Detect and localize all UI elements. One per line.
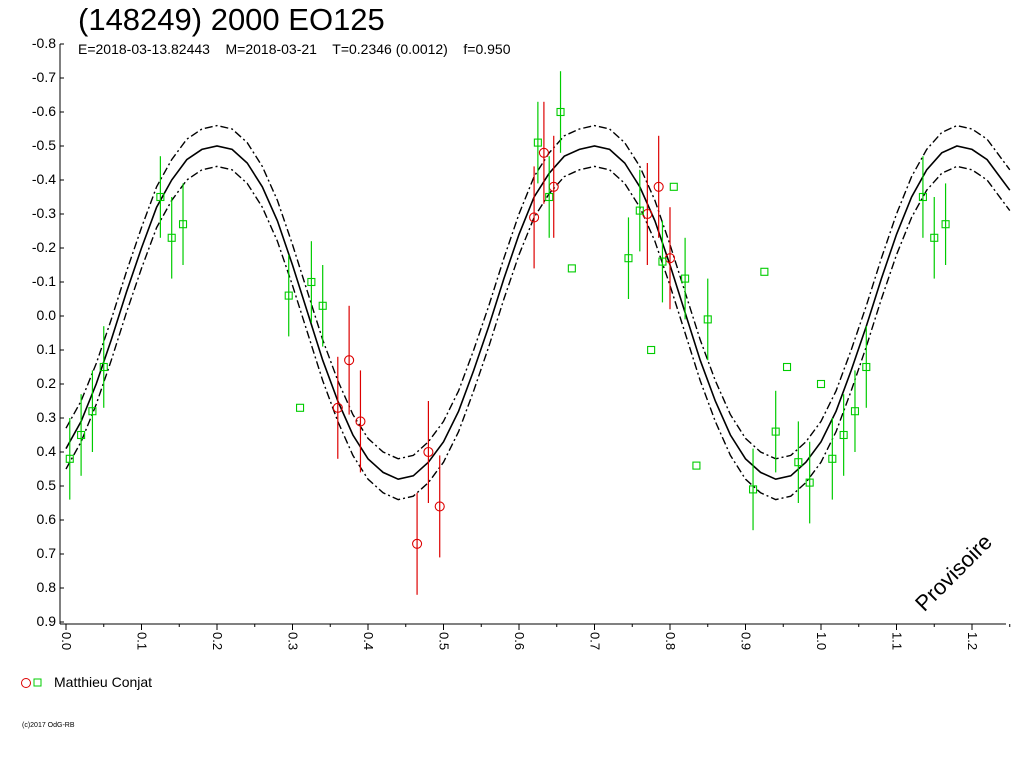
x-tick-label: 0.0	[59, 632, 74, 650]
y-tick-label: -0.5	[32, 137, 56, 153]
x-tick-label: 0.1	[135, 632, 150, 650]
y-tick-label: -0.4	[32, 171, 56, 187]
data-point-square	[782, 362, 792, 372]
data-point-circle	[529, 212, 540, 223]
data-point-square	[850, 407, 860, 416]
chart-subtitle: E=2018-03-13.82443 M=2018-03-21 T=0.2346…	[78, 41, 511, 57]
data-point-circle	[355, 416, 366, 427]
data-point-square	[533, 138, 542, 147]
data-point-square	[816, 379, 826, 389]
x-tick-label: 0.9	[739, 632, 754, 650]
data-point-square	[703, 315, 712, 324]
x-tick-label: 0.5	[437, 632, 452, 650]
y-tick-label: -0.2	[32, 239, 56, 255]
fit-curve-lower	[65, 165, 1011, 501]
data-point-square	[805, 478, 814, 487]
data-point-square	[567, 264, 576, 273]
data-point-square	[918, 192, 927, 202]
data-point-square	[828, 454, 837, 463]
data-point-square	[839, 430, 848, 440]
y-tick-label: 0.3	[37, 409, 57, 425]
data-point-square	[760, 267, 769, 276]
data-point-square	[794, 458, 803, 467]
y-tick-label: 0.1	[37, 341, 57, 357]
legend-circle-marker	[21, 678, 31, 688]
legend: Matthieu Conjat	[20, 674, 152, 690]
data-point-square	[284, 291, 293, 300]
y-tick-label: -0.6	[32, 103, 56, 119]
x-tick-label: 1.2	[965, 632, 980, 650]
data-point-square	[635, 206, 644, 215]
x-tick-label: 1.0	[814, 632, 829, 650]
data-point-square	[178, 220, 188, 229]
fit-curve-main	[65, 145, 1011, 481]
data-point-square	[295, 403, 305, 412]
x-tick-label: 0.4	[361, 632, 376, 650]
fit-curves	[65, 124, 1011, 501]
data-point-square	[545, 192, 554, 202]
data-point-square	[156, 192, 165, 202]
data-point-circle	[423, 446, 434, 458]
data-point-circle	[332, 402, 343, 413]
x-tick-label: 0.3	[286, 632, 301, 650]
data-point-circle	[344, 355, 355, 366]
data-point-square	[65, 454, 74, 463]
y-tick-label: -0.1	[32, 273, 56, 289]
data-point-square	[318, 301, 327, 310]
y-tick-label: 0.0	[37, 307, 57, 323]
y-tick-label: 0.7	[37, 545, 57, 561]
x-tick-label: 0.8	[663, 632, 678, 650]
fit-curve-upper	[65, 124, 1011, 460]
data-point-circle	[653, 181, 664, 192]
data-point-square	[930, 233, 939, 242]
data-point-square	[692, 461, 701, 470]
data-point-square	[99, 362, 108, 372]
data-point-square	[771, 427, 780, 436]
data-point-square	[88, 407, 97, 416]
x-tick-label: 0.6	[512, 632, 527, 650]
data-point-square	[556, 107, 565, 117]
axes: -0.8 -0.7 -0.6 -0.5 -0.4 -0.3 -0.2 -0.1 0.0 0.1 0.…	[32, 35, 1011, 650]
data-point-square	[658, 257, 667, 266]
y-tick-label: 0.9	[37, 613, 57, 629]
data-point-square	[307, 277, 316, 287]
data-point-square	[624, 254, 633, 263]
data-point-square	[647, 345, 656, 355]
y-tick-label: 0.6	[37, 511, 57, 527]
y-tick-label: 0.4	[37, 443, 57, 459]
y-tick-label: -0.8	[32, 35, 56, 51]
x-tick-label: 1.1	[890, 632, 905, 650]
legend-label: Matthieu Conjat	[54, 674, 153, 690]
data-points	[65, 71, 950, 595]
data-point-square	[669, 182, 678, 191]
data-point-circle	[412, 538, 423, 549]
chart-title: (148249) 2000 EO125	[78, 2, 385, 37]
x-tick-label: 0.2	[210, 632, 225, 650]
x-tick-label: 0.7	[588, 632, 603, 650]
y-tick-label: -0.7	[32, 69, 56, 85]
data-point-circle	[538, 147, 549, 158]
y-tick-label: 0.5	[37, 477, 57, 493]
data-point-square	[681, 274, 690, 283]
data-point-square	[941, 220, 950, 229]
y-tick-label: 0.8	[37, 579, 57, 595]
y-tick-label: 0.2	[37, 375, 57, 391]
data-point-square	[862, 362, 871, 372]
legend-square-marker	[33, 678, 42, 687]
legend-markers	[21, 678, 42, 688]
data-point-square	[77, 430, 86, 440]
data-point-circle	[434, 501, 445, 512]
copyright: (c)2017 OdG-RB	[22, 722, 75, 729]
data-point-square	[167, 233, 176, 242]
y-tick-label: -0.3	[32, 205, 56, 221]
data-point-square	[748, 485, 758, 494]
